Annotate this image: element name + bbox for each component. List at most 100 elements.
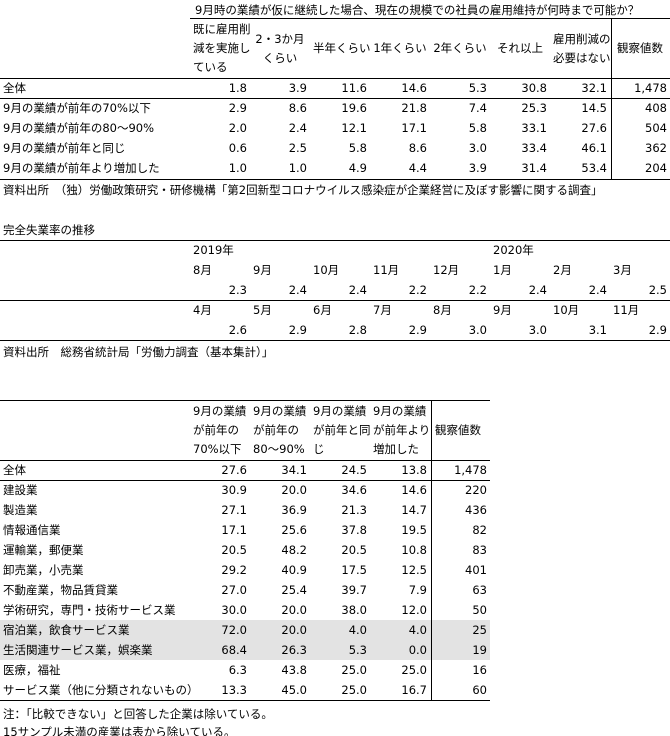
- cell: 2.4: [348, 283, 367, 297]
- cell: 20.0: [281, 483, 307, 497]
- cell: 30.8: [521, 81, 547, 95]
- column-header: 既に雇用削 減を実施し ている: [190, 19, 251, 78]
- column-header: 2・3か月くらい: [250, 19, 310, 78]
- month-label: 10月: [313, 263, 340, 277]
- cell: 3.0: [528, 323, 547, 337]
- rule: [611, 19, 612, 179]
- row-label: 9月の業績が前年より増加した: [3, 161, 160, 175]
- cell: 83: [472, 543, 487, 557]
- column-header: 9月の業績 が前年と同じ: [310, 401, 371, 460]
- table-title: 完全失業率の推移: [3, 223, 95, 237]
- month-label: 6月: [313, 303, 332, 317]
- cell: 6.3: [228, 663, 247, 677]
- cell: 2.9: [408, 323, 427, 337]
- cell: 19.5: [401, 523, 427, 537]
- cell: 2.2: [408, 283, 427, 297]
- cell: 53.4: [581, 161, 607, 175]
- month-label: 7月: [373, 303, 392, 317]
- column-header: 2年くらい: [430, 19, 490, 78]
- cell: 4.4: [408, 161, 427, 175]
- rule: [0, 700, 490, 701]
- cell: 26.3: [281, 643, 307, 657]
- month-label: 5月: [253, 303, 272, 317]
- cell: 20.5: [221, 543, 247, 557]
- row-label: 卸売業，小売業: [3, 563, 84, 577]
- source: 資料出所 総務省統計局「労働力調査（基本集計）」: [3, 345, 274, 359]
- cell: 11.6: [341, 81, 367, 95]
- cell: 2.4: [288, 283, 307, 297]
- table-title: 9月時の業績が仮に継続した場合、現在の規模での社員の雇用維持が何時まで可能か？: [195, 3, 640, 17]
- cell: 1.8: [228, 81, 247, 95]
- cell: 25.3: [521, 101, 547, 115]
- cell: 12.1: [341, 121, 367, 135]
- cell: 14.6: [401, 81, 427, 95]
- cell: 30.9: [221, 483, 247, 497]
- cell: 20.0: [281, 623, 307, 637]
- header-line: 観察値数: [435, 423, 481, 437]
- cell: 1.0: [288, 161, 307, 175]
- cell: 2.4: [288, 121, 307, 135]
- year-label: 2019年: [193, 243, 234, 257]
- cell: 16.7: [401, 683, 427, 697]
- cell: 82: [472, 523, 487, 537]
- cell: 4.0: [348, 623, 367, 637]
- cell: 21.3: [341, 503, 367, 517]
- row-label: 9月の業績が前年と同じ: [3, 141, 126, 155]
- header-line: 2年くらい: [433, 41, 487, 55]
- rule: [0, 78, 670, 79]
- row-label: 建設業: [3, 483, 38, 497]
- cell: 17.1: [401, 121, 427, 135]
- cell: 0.6: [228, 141, 247, 155]
- month-label: 4月: [193, 303, 212, 317]
- cell: 14.7: [401, 503, 427, 517]
- month-label: 12月: [433, 263, 460, 277]
- cell: 3.1: [588, 323, 607, 337]
- row-label: サービス業（他に分類されないもの）: [3, 683, 199, 697]
- column-header: 雇用削減の 必要はない: [550, 19, 611, 78]
- cell: 19: [472, 643, 487, 657]
- cell: 25.0: [341, 683, 367, 697]
- month-label: 9月: [493, 303, 512, 317]
- header-line: くらい: [262, 50, 298, 65]
- cell: 2.0: [228, 121, 247, 135]
- row-label: 9月の業績が前年の70%以下: [3, 101, 151, 115]
- cell: 3.9: [468, 161, 487, 175]
- header-line: じ: [313, 442, 325, 456]
- cell: 31.4: [521, 161, 547, 175]
- month-label: 10月: [553, 303, 580, 317]
- cell: 40.9: [281, 563, 307, 577]
- row-label: 全体: [3, 81, 26, 95]
- cell: 13.8: [401, 463, 427, 477]
- cell: 38.0: [341, 603, 367, 617]
- month-label: 8月: [433, 303, 452, 317]
- header-line: 80～90%: [253, 442, 305, 456]
- cell: 19.6: [341, 101, 367, 115]
- rule: [0, 460, 490, 461]
- cell: 14.6: [401, 483, 427, 497]
- month-label: 3月: [613, 263, 632, 277]
- cell: 45.0: [281, 683, 307, 697]
- cell: 34.6: [341, 483, 367, 497]
- cell: 2.9: [228, 101, 247, 115]
- cell: 50: [472, 603, 487, 617]
- row-label: 全体: [3, 463, 26, 477]
- header-line: ている: [193, 60, 228, 74]
- header-line: 9月の業績: [373, 404, 427, 418]
- column-header: 観察値数: [610, 19, 670, 78]
- month-label: 8月: [193, 263, 212, 277]
- cell: 25.0: [341, 663, 367, 677]
- header-line: 9月の業績: [313, 404, 367, 418]
- header-line: 半年くらい: [313, 41, 371, 55]
- cell: 2.9: [648, 323, 667, 337]
- cell: 30.0: [221, 603, 247, 617]
- rule: [431, 401, 432, 700]
- note: 15サンプル未満の産業は表から除いている。: [3, 725, 236, 736]
- header-line: 2・3か月: [255, 31, 305, 46]
- year-label: 2020年: [493, 243, 534, 257]
- cell: 25.0: [401, 663, 427, 677]
- header-line: 増加した: [373, 442, 419, 456]
- cell: 8.6: [288, 101, 307, 115]
- cell: 5.3: [348, 643, 367, 657]
- cell: 33.1: [521, 121, 547, 135]
- column-header: 半年くらい: [310, 19, 371, 78]
